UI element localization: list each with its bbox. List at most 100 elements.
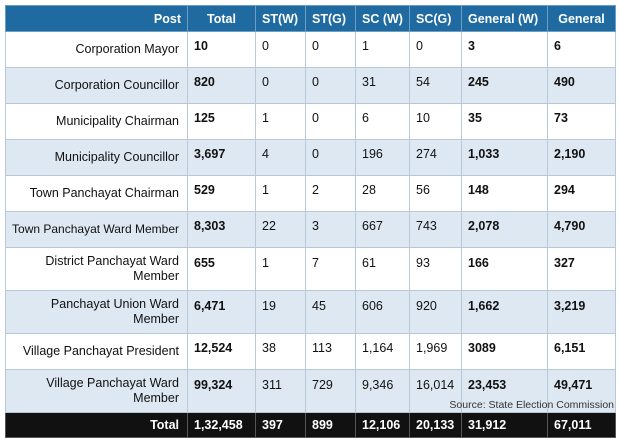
st-g-cell: 0 xyxy=(305,103,356,140)
general-cell: 327 xyxy=(547,247,616,291)
header-sc-g: SC(G) xyxy=(409,5,462,32)
table-row: Corporation Mayor 10 0 0 1 0 3 6 xyxy=(5,31,616,68)
sc-w-cell: 196 xyxy=(355,139,410,176)
post-cell: Town Panchayat Chairman xyxy=(5,175,188,212)
sc-g-cell: 10 xyxy=(409,103,462,140)
total-st-w-cell: 397 xyxy=(255,412,306,438)
total-general-w-cell: 31,912 xyxy=(461,412,548,438)
header-general-w: General (W) xyxy=(461,5,548,32)
general-cell: 4,790 xyxy=(547,211,616,248)
seats-table: Post Total ST(W) ST(G) SC (W) SC(G) Gene… xyxy=(5,5,616,438)
sc-w-cell: 61 xyxy=(355,247,410,291)
post-cell: Corporation Councillor xyxy=(5,67,188,104)
general-w-cell: 35 xyxy=(461,103,548,140)
post-cell: Panchayat Union Ward Member xyxy=(5,290,188,334)
source-note: Source: State Election Commission xyxy=(449,399,614,411)
sc-g-cell: 0 xyxy=(409,31,462,68)
general-cell: 2,190 xyxy=(547,139,616,176)
st-w-cell: 38 xyxy=(255,333,306,370)
sc-g-cell: 743 xyxy=(409,211,462,248)
general-w-cell: 245 xyxy=(461,67,548,104)
header-post: Post xyxy=(5,5,188,32)
header-general: General xyxy=(547,5,616,32)
general-cell: 6,151 xyxy=(547,333,616,370)
sc-g-cell: 54 xyxy=(409,67,462,104)
sc-w-cell: 6 xyxy=(355,103,410,140)
post-cell: Corporation Mayor xyxy=(5,31,188,68)
table-row: Town Panchayat Ward Member 8,303 22 3 66… xyxy=(5,211,616,248)
table-row: Panchayat Union Ward Member 6,471 19 45 … xyxy=(5,290,616,334)
st-g-cell: 7 xyxy=(305,247,356,291)
sc-g-cell: 920 xyxy=(409,290,462,334)
general-cell: 3,219 xyxy=(547,290,616,334)
st-w-cell: 22 xyxy=(255,211,306,248)
sc-w-cell: 667 xyxy=(355,211,410,248)
total-cell: 655 xyxy=(187,247,256,291)
st-w-cell: 311 xyxy=(255,369,306,413)
st-w-cell: 1 xyxy=(255,103,306,140)
sc-w-cell: 606 xyxy=(355,290,410,334)
general-cell: 490 xyxy=(547,67,616,104)
total-cell: 3,697 xyxy=(187,139,256,176)
total-sc-w-cell: 12,106 xyxy=(355,412,410,438)
total-cell: 10 xyxy=(187,31,256,68)
header-st-g: ST(G) xyxy=(305,5,356,32)
st-w-cell: 1 xyxy=(255,247,306,291)
grand-total-cell: 1,32,458 xyxy=(187,412,256,438)
st-w-cell: 1 xyxy=(255,175,306,212)
total-row: Total 1,32,458 397 899 12,106 20,133 31,… xyxy=(5,412,616,438)
sc-g-cell: 93 xyxy=(409,247,462,291)
sc-g-cell: 1,969 xyxy=(409,333,462,370)
st-g-cell: 45 xyxy=(305,290,356,334)
post-cell: District Panchayat Ward Member xyxy=(5,247,188,291)
general-w-cell: 23,453 xyxy=(461,369,548,413)
general-cell: 49,471 xyxy=(547,369,616,413)
total-st-g-cell: 899 xyxy=(305,412,356,438)
st-g-cell: 3 xyxy=(305,211,356,248)
sc-w-cell: 9,346 xyxy=(355,369,410,413)
table-header-row: Post Total ST(W) ST(G) SC (W) SC(G) Gene… xyxy=(5,5,616,32)
sc-w-cell: 28 xyxy=(355,175,410,212)
post-cell: Village Panchayat President xyxy=(5,333,188,370)
sc-w-cell: 1 xyxy=(355,31,410,68)
table-row: Municipality Chairman 125 1 0 6 10 35 73 xyxy=(5,103,616,140)
total-cell: 125 xyxy=(187,103,256,140)
general-w-cell: 3089 xyxy=(461,333,548,370)
total-cell: 6,471 xyxy=(187,290,256,334)
st-w-cell: 19 xyxy=(255,290,306,334)
total-cell: 8,303 xyxy=(187,211,256,248)
general-cell: 73 xyxy=(547,103,616,140)
table-row: Municipality Councillor 3,697 4 0 196 27… xyxy=(5,139,616,176)
st-g-cell: 0 xyxy=(305,67,356,104)
st-w-cell: 0 xyxy=(255,31,306,68)
general-w-cell: 1,033 xyxy=(461,139,548,176)
table-row: District Panchayat Ward Member 655 1 7 6… xyxy=(5,247,616,291)
table-row: Town Panchayat Chairman 529 1 2 28 56 14… xyxy=(5,175,616,212)
general-w-cell: 1,662 xyxy=(461,290,548,334)
table-row: Village Panchayat President 12,524 38 11… xyxy=(5,333,616,370)
general-cell: 6 xyxy=(547,31,616,68)
st-g-cell: 2 xyxy=(305,175,356,212)
sc-w-cell: 1,164 xyxy=(355,333,410,370)
table-row: Village Panchayat Ward Member 99,324 311… xyxy=(5,369,616,413)
total-cell: 529 xyxy=(187,175,256,212)
general-w-cell: 3 xyxy=(461,31,548,68)
table-row: Corporation Councillor 820 0 0 31 54 245… xyxy=(5,67,616,104)
header-st-w: ST(W) xyxy=(255,5,306,32)
general-cell: 294 xyxy=(547,175,616,212)
post-cell: Municipality Councillor xyxy=(5,139,188,176)
sc-w-cell: 31 xyxy=(355,67,410,104)
total-label: Total xyxy=(5,412,188,438)
post-cell: Municipality Chairman xyxy=(5,103,188,140)
sc-g-cell: 56 xyxy=(409,175,462,212)
post-cell: Town Panchayat Ward Member xyxy=(5,211,188,248)
header-total: Total xyxy=(187,5,256,32)
st-w-cell: 0 xyxy=(255,67,306,104)
total-general-cell: 67,011 xyxy=(547,412,616,438)
header-sc-w: SC (W) xyxy=(355,5,410,32)
total-cell: 12,524 xyxy=(187,333,256,370)
st-g-cell: 729 xyxy=(305,369,356,413)
total-sc-g-cell: 20,133 xyxy=(409,412,462,438)
st-g-cell: 0 xyxy=(305,139,356,176)
general-w-cell: 148 xyxy=(461,175,548,212)
